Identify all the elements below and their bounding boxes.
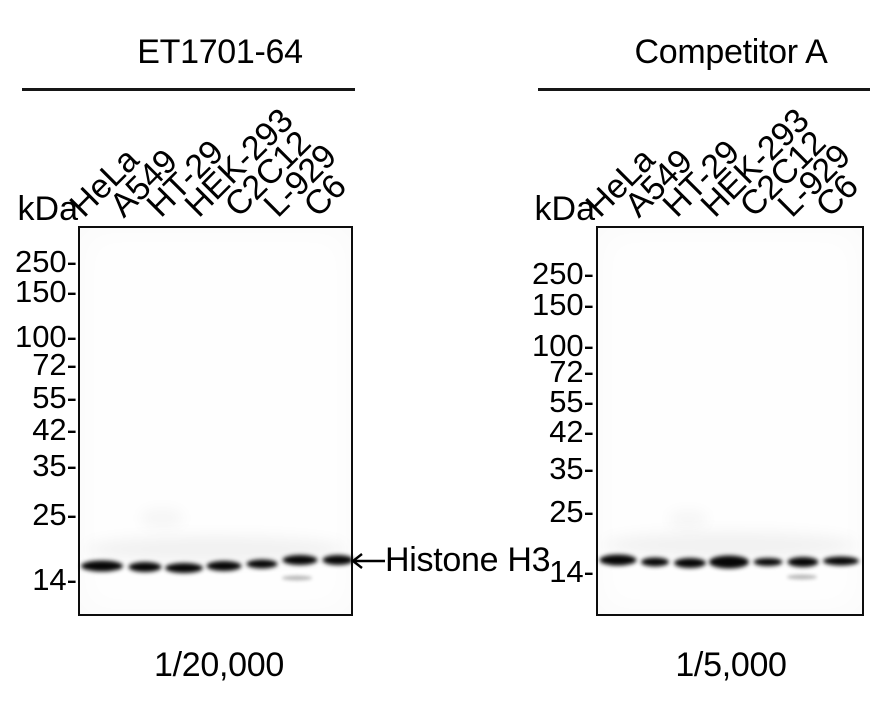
- lane-label: L-929: [256, 137, 344, 225]
- lane-label: HT-29: [655, 133, 747, 225]
- lane-label: C6: [296, 167, 354, 225]
- mw-marker-label: 250-: [14, 244, 77, 279]
- lane-label: A549: [102, 142, 185, 225]
- background-haze: [604, 532, 856, 558]
- blot-image: [596, 226, 864, 616]
- mw-marker-label: 100-: [14, 319, 77, 354]
- dilution-caption: 1/5,000: [675, 646, 787, 684]
- mw-marker-label: 25-: [32, 497, 77, 532]
- protein-band: [787, 557, 819, 567]
- faint-protein-band: [282, 575, 312, 581]
- title-underline: [538, 88, 870, 91]
- faint-protein-band: [787, 574, 817, 580]
- antibody-title: ET1701-64: [137, 33, 303, 71]
- mw-marker-label: 55-: [32, 380, 77, 415]
- protein-band: [823, 556, 859, 566]
- background-smudge: [140, 508, 184, 528]
- lane-label: HEK-293: [693, 101, 817, 225]
- lane-label: C6: [808, 167, 866, 225]
- lane-label: L-929: [770, 137, 858, 225]
- background-haze: [86, 536, 345, 562]
- lane-label: HeLa: [578, 140, 663, 225]
- mw-marker-label: 35-: [549, 451, 594, 486]
- mw-marker-label: 250-: [531, 256, 594, 291]
- background-smudge: [668, 510, 708, 528]
- kda-unit-label: kDa: [534, 190, 595, 228]
- protein-band: [322, 555, 354, 565]
- protein-band: [282, 555, 318, 565]
- lane-label: C2C12: [217, 123, 319, 225]
- protein-band: [206, 561, 242, 571]
- mw-marker-label: 14-: [32, 562, 77, 597]
- protein-band: [128, 562, 162, 572]
- antibody-title: Competitor A: [634, 33, 828, 71]
- mw-marker-label: 72-: [32, 347, 77, 382]
- mw-marker-label: 42-: [32, 412, 77, 447]
- lane-label: A549: [617, 142, 700, 225]
- dilution-caption: 1/20,000: [154, 646, 284, 684]
- protein-band: [709, 555, 749, 569]
- kda-unit-label: kDa: [17, 190, 78, 228]
- mw-marker-label: 150-: [14, 274, 77, 309]
- lane-label: HEK-293: [177, 101, 301, 225]
- protein-band: [753, 558, 783, 566]
- mw-marker-label: 100-: [531, 328, 594, 363]
- protein-band: [599, 554, 637, 566]
- protein-band: [641, 557, 669, 567]
- lane-label: HeLa: [62, 140, 147, 225]
- mw-marker-label: 72-: [549, 354, 594, 389]
- protein-band: [165, 563, 203, 573]
- left-arrow-icon: [351, 553, 385, 569]
- title-underline: [22, 88, 355, 91]
- mw-marker-label: 55-: [549, 384, 594, 419]
- mw-marker-label: 14-: [549, 554, 594, 589]
- band-annotation-label: Histone H3: [385, 541, 551, 579]
- lane-label: C2C12: [732, 123, 834, 225]
- lane-label: HT-29: [139, 133, 231, 225]
- mw-marker-label: 25-: [549, 494, 594, 529]
- protein-band: [81, 560, 123, 572]
- protein-band: [246, 559, 278, 569]
- mw-marker-label: 42-: [549, 414, 594, 449]
- blot-image: [78, 226, 353, 616]
- protein-band: [674, 558, 706, 568]
- mw-marker-label: 150-: [531, 287, 594, 322]
- mw-marker-label: 35-: [32, 448, 77, 483]
